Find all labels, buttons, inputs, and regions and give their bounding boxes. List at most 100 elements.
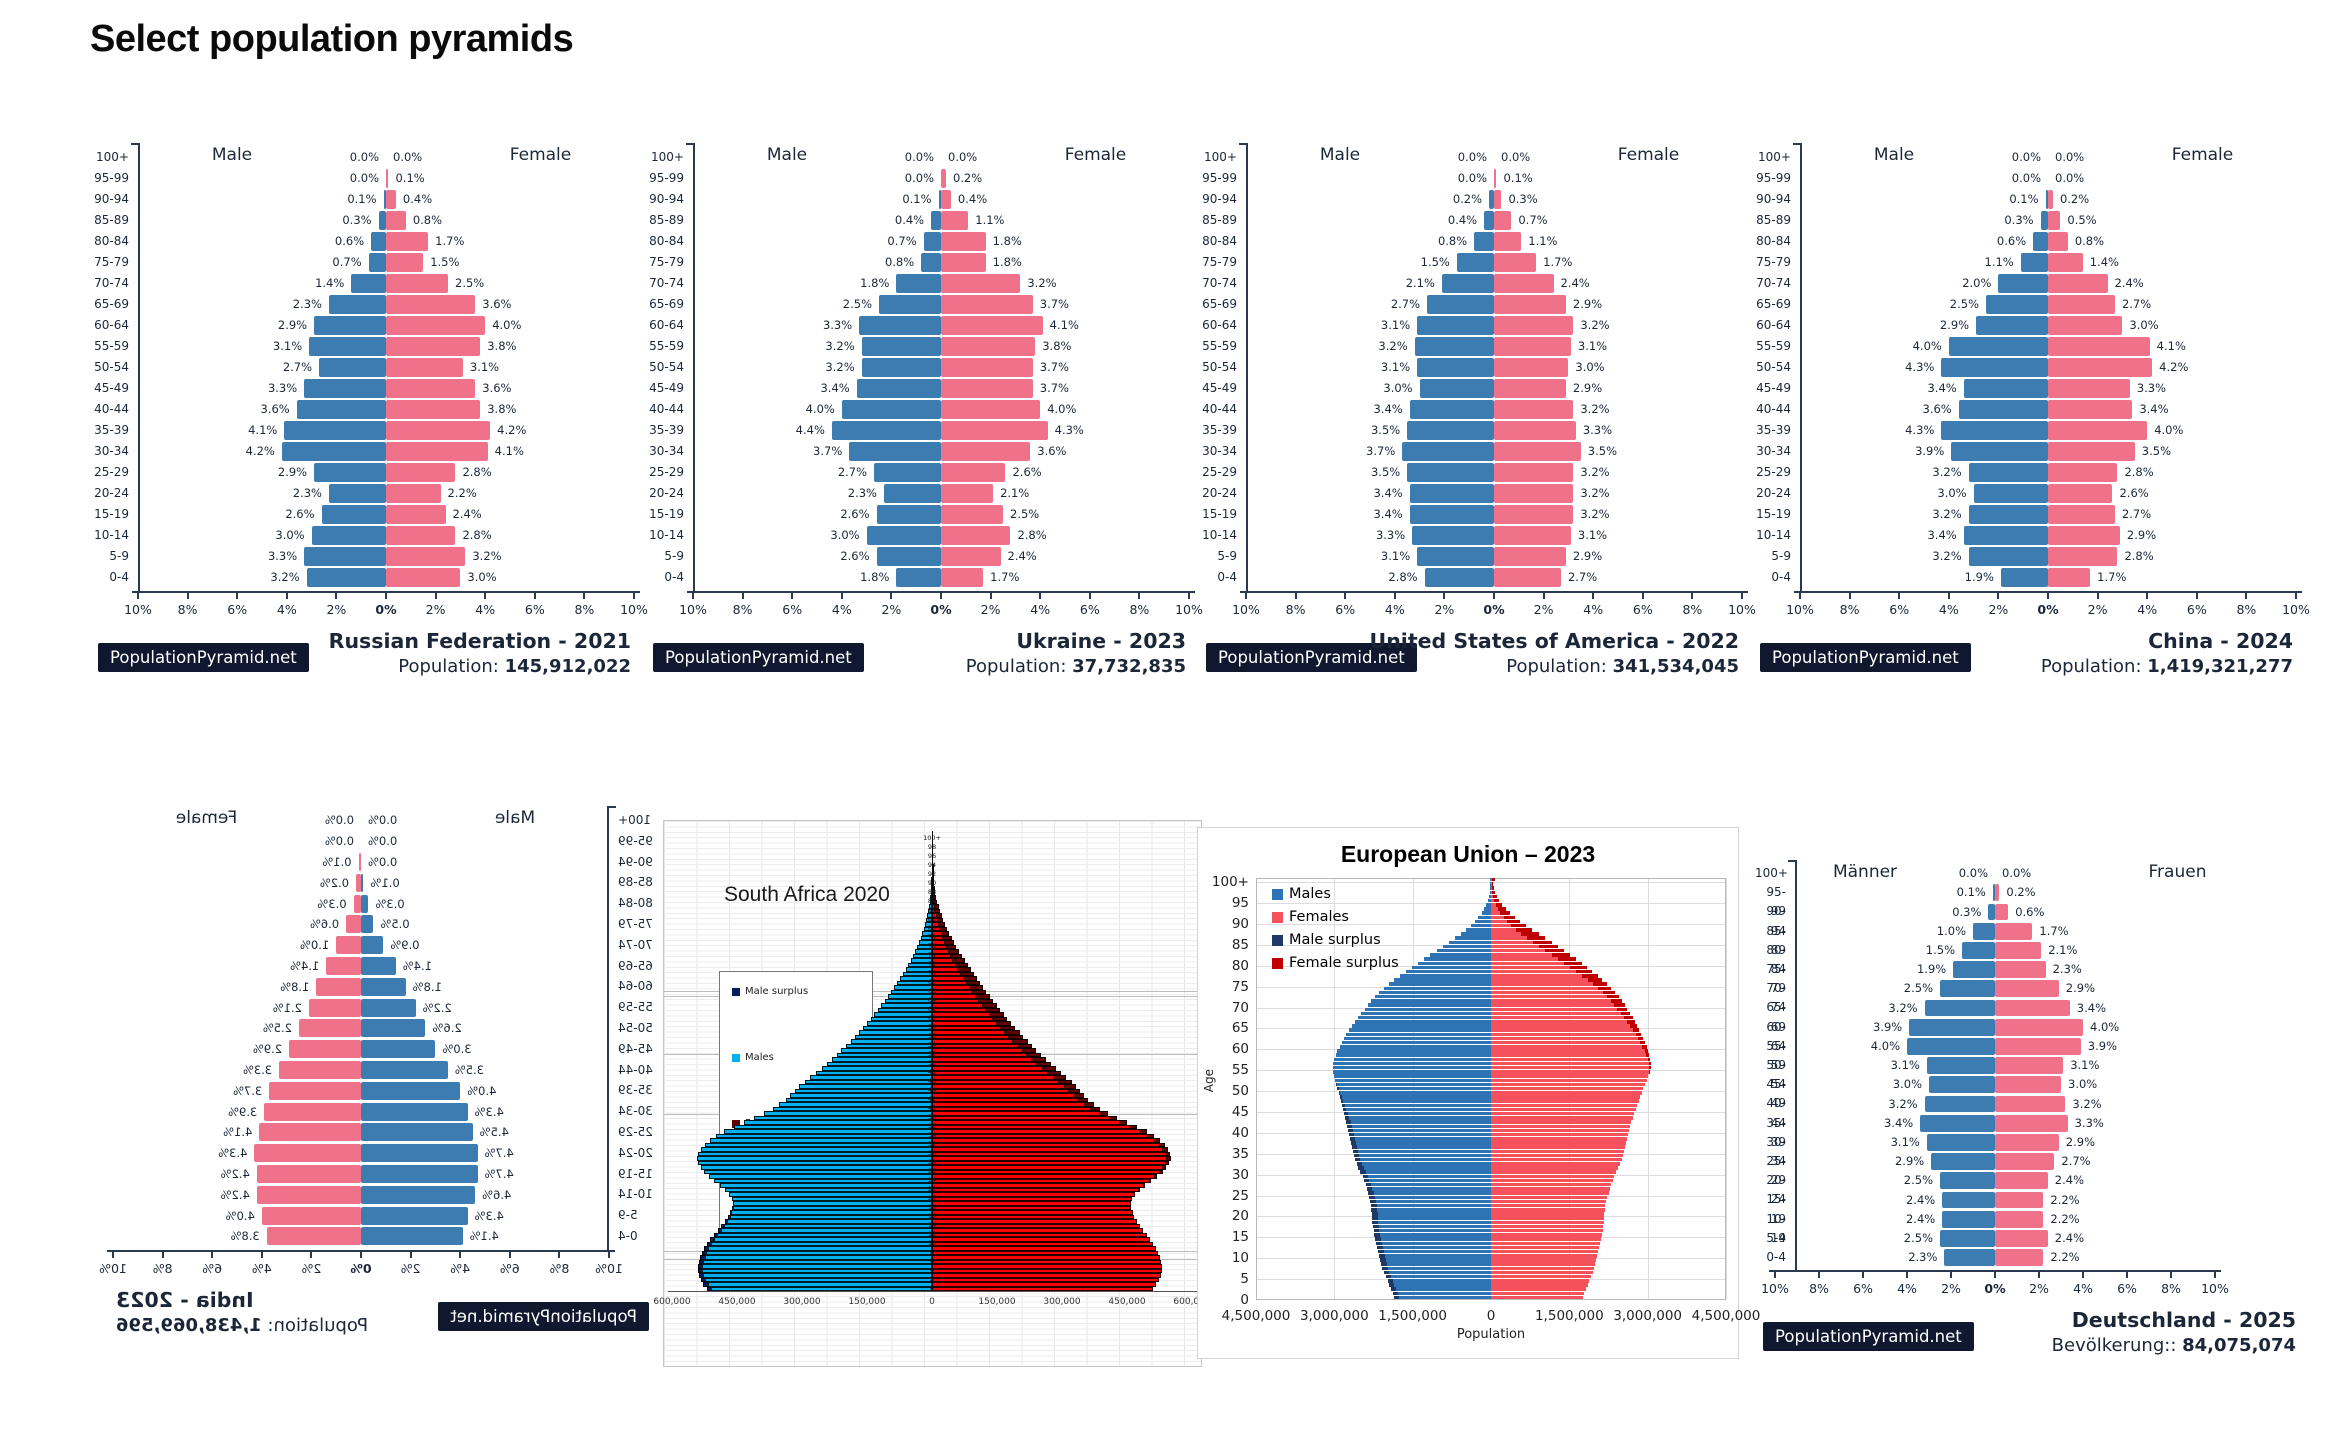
age-label: 100+: [1755, 866, 1788, 880]
male-bar: [902, 971, 932, 976]
female-bar: [941, 190, 951, 209]
female-bar: [1494, 484, 1574, 503]
female-value-label: 2.9%: [2065, 981, 2096, 996]
male-bar: [725, 1187, 932, 1192]
male-bar: [1456, 253, 1494, 272]
female-bar: [932, 1142, 1160, 1147]
male-value-label: 0.8%: [1437, 234, 1468, 249]
population-label: Population: 37,732,835: [966, 656, 1186, 677]
male-bar: [732, 1205, 932, 1210]
populationpyramid-badge[interactable]: PopulationPyramid.net: [1763, 1322, 1974, 1352]
populationpyramid-badge[interactable]: PopulationPyramid.net: [438, 1301, 649, 1331]
age-label: 25-29: [649, 465, 684, 479]
male-bar: [1379, 1228, 1491, 1233]
spine-age-label: 42: [927, 1095, 937, 1103]
spine-age-label: 88: [927, 888, 937, 896]
female-value-label: 3.2%: [1580, 318, 1610, 333]
x-axis-tick: [1950, 1270, 1952, 1279]
female-value-label: 1.7%: [990, 570, 1020, 585]
female-bar: [932, 1106, 1092, 1111]
x-axis-tick-label: 450,000: [718, 1297, 756, 1307]
female-bar: [1491, 903, 1496, 907]
age-label: 40-44: [1756, 402, 1791, 416]
male-value-label: 3.2%: [1378, 339, 1408, 354]
male-bar: [1341, 1095, 1491, 1099]
male-bar: [1389, 1270, 1491, 1275]
female-bar: [941, 526, 1011, 545]
female-bar: [2048, 211, 2061, 230]
female-bar: [2048, 400, 2133, 419]
female-bar: [932, 1183, 1144, 1188]
age-label: 5-9: [109, 549, 129, 563]
male-bar: [704, 1255, 932, 1260]
male-bar: [772, 1106, 932, 1111]
male-value-label: 0.6%: [334, 234, 365, 249]
female-bar: [1491, 1095, 1641, 1099]
x-axis-tick: [741, 591, 744, 599]
male-value-label: 2.5%: [1903, 981, 1933, 996]
age-label: 75-79: [618, 917, 653, 931]
female-bar: [386, 505, 446, 524]
female-bar: [2048, 232, 2068, 251]
populationpyramid-badge[interactable]: PopulationPyramid.net: [653, 643, 864, 672]
female-bar: [1491, 1103, 1638, 1108]
age-label: 30-34: [618, 1104, 653, 1119]
female-bar: [941, 400, 1041, 419]
female-value-label: 3.2%: [1580, 465, 1610, 480]
male-bar: [1338, 1086, 1491, 1091]
male-bar: [888, 994, 932, 999]
male-value-label: 2.5%: [1903, 1231, 1933, 1245]
x-axis-tick: [1799, 591, 1801, 599]
female-bar: [932, 1228, 1144, 1233]
x-axis-tick-label: 0%: [1984, 1281, 2006, 1297]
populationpyramid-badge[interactable]: PopulationPyramid.net: [98, 643, 309, 672]
y-axis-tick-label: 55: [1231, 1062, 1249, 1079]
male-value-label: 3.5%: [454, 1063, 485, 1077]
male-bar: [1460, 932, 1491, 936]
age-label: 100+: [1758, 150, 1791, 164]
male-value-label: 0.9%: [390, 938, 420, 953]
age-axis-hook: [1788, 860, 1797, 862]
age-label: 0-4: [664, 570, 684, 584]
chart-title: Russian Federation - 2021: [328, 629, 631, 653]
population-value: 1,438,069,596: [116, 1314, 262, 1336]
legend-swatch: [1272, 912, 1283, 923]
legend-swatch: [1272, 935, 1283, 946]
x-axis-tick: [1947, 591, 1950, 599]
x-axis-tick: [583, 591, 586, 599]
male-bar: [1355, 1020, 1491, 1024]
population-label: Bevölkerung:: 84,075,074: [2052, 1335, 2296, 1356]
male-bar: [1379, 1233, 1491, 1237]
female-bar: [1995, 1018, 2083, 1036]
x-axis-tick: [1245, 591, 1247, 599]
male-bar: [1958, 400, 2048, 419]
male-bar: [925, 922, 932, 927]
x-axis-tick-label: 2%: [1533, 602, 1554, 617]
age-label: 90-94: [618, 854, 653, 869]
male-bar: [1367, 1003, 1491, 1007]
spine-age-label: 54: [927, 1041, 937, 1049]
male-bar: [1486, 903, 1491, 907]
populationpyramid-badge[interactable]: PopulationPyramid.net: [1206, 643, 1417, 672]
x-axis-tick: [1294, 591, 1297, 599]
x-axis-tick: [1592, 591, 1595, 599]
male-bar: [928, 904, 932, 909]
male-bar: [361, 1102, 468, 1121]
male-bar: [1924, 1095, 1995, 1113]
x-axis-tick-label: 10%: [1761, 1281, 1789, 1297]
male-value-label: 3.0%: [830, 528, 860, 543]
x-axis-tick-label: 10%: [1232, 602, 1260, 617]
age-label: 20-24: [94, 486, 129, 500]
female-value-label: 3.1%: [1577, 339, 1608, 354]
female-bar: [932, 1178, 1150, 1183]
male-bar: [328, 295, 386, 314]
male-bar: [1490, 882, 1491, 886]
populationpyramid-badge[interactable]: PopulationPyramid.net: [1760, 643, 1971, 672]
male-value-label: 4.1%: [248, 423, 278, 438]
male-value-label: 3.2%: [1888, 1000, 1918, 1015]
population-value: 1,419,321,277: [2147, 656, 2293, 677]
x-axis-tick: [2295, 591, 2297, 599]
male-value-label: 2.6%: [432, 1021, 462, 1036]
female-value-label: 4.1%: [223, 1125, 253, 1140]
female-bar: [1995, 1210, 2044, 1228]
